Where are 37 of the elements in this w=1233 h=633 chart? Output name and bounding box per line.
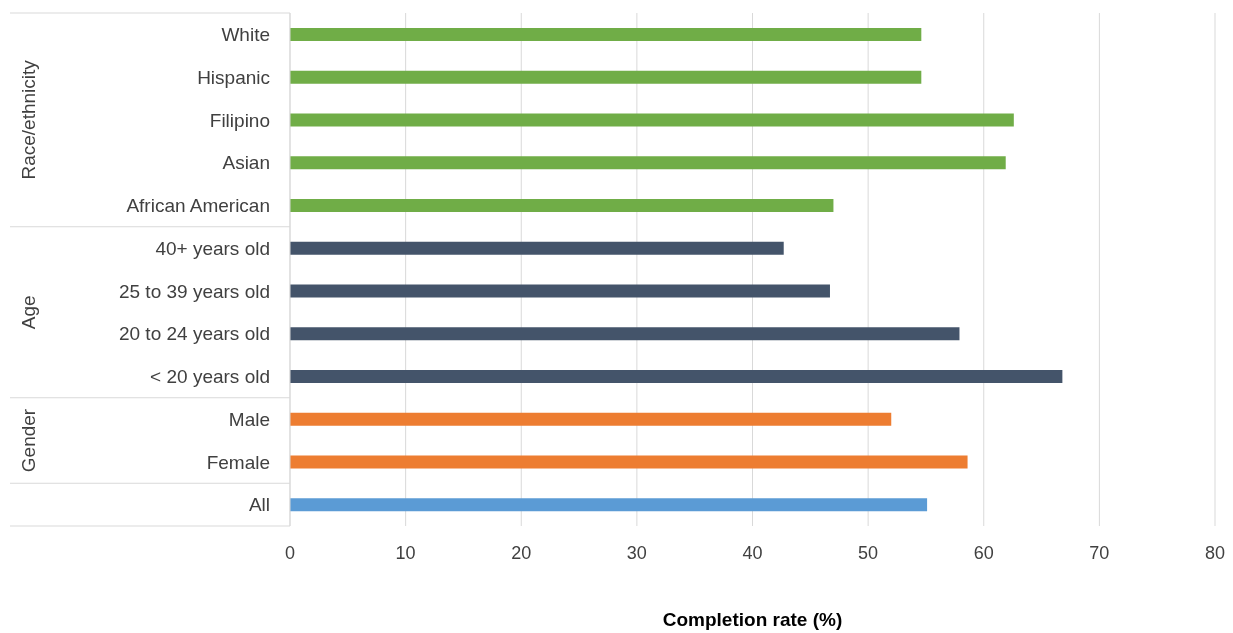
text: Race/ethnicity (17, 59, 39, 180)
y-tick-label: 25 to 39 years old (118, 280, 270, 302)
x-tick-label: 60 (973, 542, 994, 563)
y-tick-label: < 20 years old (150, 366, 270, 388)
bar (290, 498, 928, 512)
bar (290, 327, 960, 341)
bar (290, 113, 1014, 127)
x-tick-label: 20 (511, 542, 532, 563)
x-tick-label: 30 (626, 542, 647, 563)
x-tick-label: 10 (395, 542, 416, 563)
x-tick-label: 0 (284, 542, 296, 563)
bar (290, 70, 922, 84)
y-tick-label: 20 to 24 years old (118, 323, 270, 345)
bar (290, 28, 922, 41)
y-tick-label: Hispanic (197, 66, 270, 88)
y-tick-label: 40+ years old (155, 237, 270, 259)
x-tick-label: 40 (742, 542, 763, 563)
x-tick-label: 50 (858, 542, 879, 563)
y-tick-label: Female (206, 451, 270, 473)
bar (290, 412, 892, 426)
text: Age (17, 295, 39, 330)
x-tick-label: 80 (1204, 542, 1226, 563)
bar (290, 156, 1006, 170)
text: Gender (17, 408, 39, 473)
y-tick-label: White (221, 24, 270, 46)
bar (290, 370, 1063, 383)
y-tick-label: All (248, 494, 270, 516)
y-tick-label: Asian (222, 152, 270, 174)
x-axis-title: Completion rate (%) (662, 609, 843, 630)
y-tick-label: African American (126, 195, 270, 217)
bar (290, 199, 834, 212)
bar (290, 284, 830, 298)
y-tick-label: Male (228, 408, 270, 430)
bar (290, 241, 784, 255)
bar (290, 455, 968, 469)
y-tick-label: Filipino (209, 109, 270, 131)
x-tick-label: 70 (1089, 542, 1110, 563)
